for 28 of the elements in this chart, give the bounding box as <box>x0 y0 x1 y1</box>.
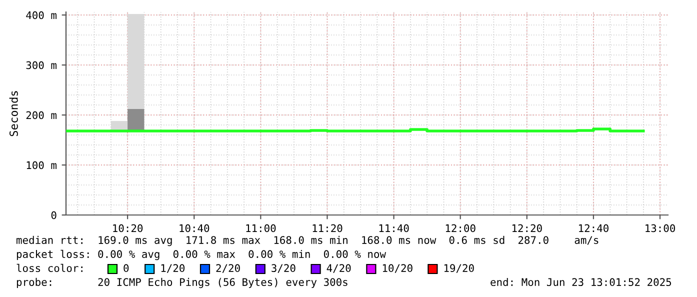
text: probe: 20 ICMP Echo Pings (56 Bytes) every 300s <box>16 278 348 288</box>
y-tick-label: 200 m <box>26 111 56 120</box>
y-tick-label: 400 m <box>26 11 56 20</box>
y-tick-label: 300 m <box>26 61 56 70</box>
y-axis-title: Seconds <box>9 91 18 136</box>
legend-label: 10/20 <box>382 264 412 273</box>
text: packet loss: 0.00 % avg 0.00 % max 0.00 % min 0.00 % now <box>16 250 386 260</box>
y-tick-label: 0 <box>51 211 56 220</box>
text: end: Mon Jun 23 13:01:52 2025 <box>490 278 672 286</box>
legend-label: 19/20 <box>444 264 474 273</box>
x-tick-label: 11:20 <box>312 224 342 232</box>
legend-label: 0 <box>124 264 129 272</box>
legend-label: 3/20 <box>272 264 296 273</box>
y-tick-label: 100 m <box>26 161 56 170</box>
x-tick-label: 12:40 <box>579 224 608 232</box>
x-tick-label: 11:40 <box>379 224 409 232</box>
x-tick-label: 12:00 <box>446 224 476 232</box>
x-tick-label: 10:40 <box>180 224 210 232</box>
bar <box>128 109 144 131</box>
x-tick-label: 13:00 <box>646 224 676 232</box>
x-tick-label: 10:20 <box>113 224 143 232</box>
x-tick-label: 12:20 <box>512 224 542 232</box>
legend-label: 2/20 <box>216 264 240 273</box>
legend-label: 4/20 <box>326 264 351 273</box>
text: median rtt: 169.0 ms avg 171.8 ms max 168.0 ms min 168.0 ms now 0.6 ms sd 287.0 am/s <box>16 236 598 246</box>
x-tick-label: 11:00 <box>246 224 276 232</box>
legend-label: 1/20 <box>161 264 185 273</box>
legend-title: loss color: <box>16 264 82 272</box>
